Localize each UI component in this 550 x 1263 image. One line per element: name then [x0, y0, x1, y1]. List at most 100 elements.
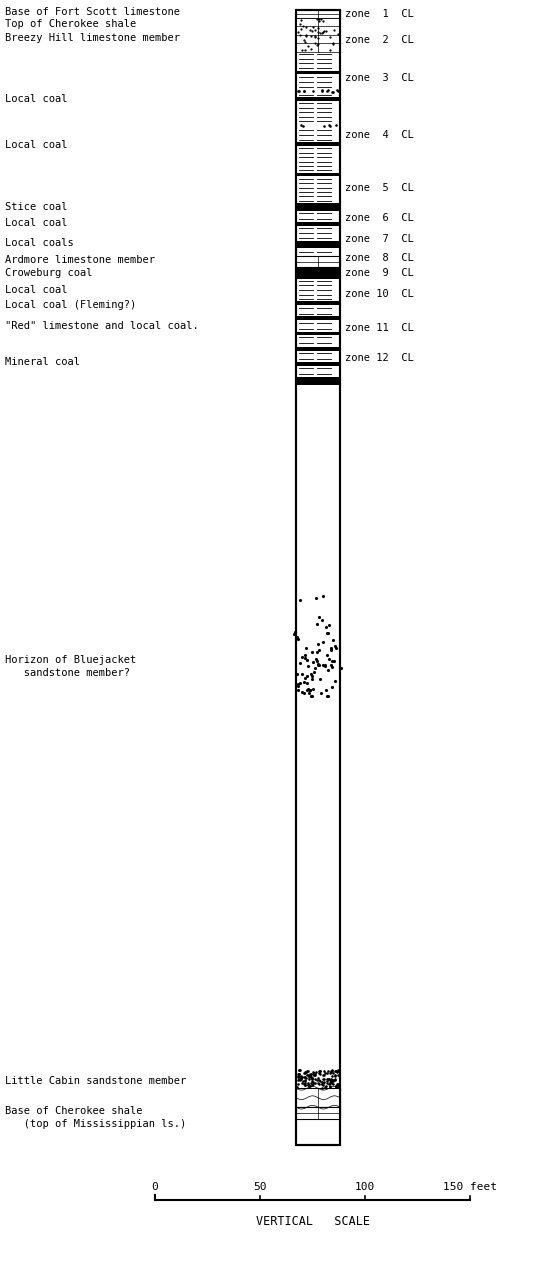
Point: [304, 1074, 312, 1094]
Text: Ardmore limestone member: Ardmore limestone member: [5, 255, 155, 265]
Point: [305, 1066, 314, 1086]
Point: [300, 1067, 309, 1087]
Text: Local coal: Local coal: [5, 285, 68, 296]
Point: [304, 1065, 312, 1085]
Point: [301, 1068, 310, 1089]
Text: Base of Cherokee shale
   (top of Mississippian ls.): Base of Cherokee shale (top of Mississip…: [5, 1106, 186, 1129]
Point: [294, 1060, 303, 1080]
Point: [314, 10, 323, 30]
Point: [314, 28, 322, 48]
Point: [305, 1076, 314, 1096]
Point: [305, 1070, 314, 1090]
Point: [316, 23, 324, 43]
Point: [331, 1065, 339, 1085]
Point: [308, 1065, 317, 1085]
Point: [320, 20, 328, 40]
Point: [318, 81, 327, 101]
Point: [333, 1074, 342, 1094]
Point: [314, 21, 322, 42]
Point: [318, 1074, 327, 1094]
Point: [307, 27, 316, 47]
Point: [321, 1077, 329, 1098]
Point: [333, 81, 342, 101]
Point: [297, 19, 306, 39]
Point: [325, 1068, 334, 1089]
Point: [293, 1077, 302, 1098]
Point: [332, 1076, 341, 1096]
Bar: [296, 97, 340, 101]
Point: [318, 1075, 327, 1095]
Point: [329, 1063, 338, 1084]
Point: [328, 1072, 337, 1092]
Point: [302, 16, 311, 37]
Point: [296, 10, 305, 30]
Point: [316, 1071, 324, 1091]
Point: [306, 1063, 315, 1084]
Point: [322, 21, 331, 42]
Point: [317, 9, 326, 29]
Point: [311, 1068, 320, 1089]
Text: 150 feet: 150 feet: [443, 1182, 497, 1192]
Point: [295, 1060, 304, 1080]
Point: [294, 23, 302, 43]
Point: [304, 35, 312, 56]
Text: Horizon of Bluejacket
   sandstone member?: Horizon of Bluejacket sandstone member?: [5, 655, 136, 678]
Point: [323, 1068, 332, 1089]
Point: [315, 1061, 323, 1081]
Point: [299, 30, 308, 51]
Text: zone  2  CL: zone 2 CL: [345, 35, 414, 45]
Point: [298, 40, 307, 61]
Point: [302, 1065, 311, 1085]
Point: [325, 1070, 334, 1090]
Text: 50: 50: [253, 1182, 267, 1192]
Point: [303, 1061, 312, 1081]
Point: [310, 1065, 318, 1085]
Point: [320, 115, 328, 135]
Point: [320, 1071, 328, 1091]
Point: [331, 1077, 340, 1098]
Point: [311, 33, 320, 53]
Point: [294, 1074, 302, 1094]
Point: [327, 1061, 336, 1081]
Bar: [296, 1108, 340, 1119]
Point: [315, 1062, 324, 1082]
Point: [326, 1077, 334, 1098]
Point: [299, 81, 308, 101]
Point: [327, 1070, 336, 1090]
Point: [331, 1061, 340, 1081]
Point: [295, 1060, 304, 1080]
Point: [300, 40, 309, 61]
Point: [318, 1072, 327, 1092]
Text: zone  6  CL: zone 6 CL: [345, 213, 414, 224]
Text: Base of Fort Scott limestone: Base of Fort Scott limestone: [5, 6, 180, 16]
Point: [307, 1071, 316, 1091]
Point: [309, 1072, 317, 1092]
Point: [330, 20, 339, 40]
Point: [308, 1068, 317, 1089]
Point: [320, 1061, 328, 1081]
Point: [301, 1070, 310, 1090]
Text: Little Cabin sandstone member: Little Cabin sandstone member: [5, 1076, 186, 1086]
Point: [300, 1075, 309, 1095]
Point: [304, 1061, 312, 1081]
Point: [312, 35, 321, 56]
Point: [331, 1066, 339, 1086]
Point: [323, 81, 332, 101]
Point: [325, 1076, 334, 1096]
Point: [296, 115, 305, 135]
Point: [296, 1068, 305, 1089]
Text: Mineral coal: Mineral coal: [5, 357, 80, 366]
Text: VERTICAL   SCALE: VERTICAL SCALE: [256, 1215, 370, 1228]
Point: [297, 1074, 306, 1094]
Bar: [296, 317, 340, 321]
Point: [314, 1074, 322, 1094]
Point: [301, 32, 310, 52]
Point: [327, 1071, 336, 1091]
Point: [301, 1062, 310, 1082]
Point: [300, 1075, 309, 1095]
Point: [307, 1066, 316, 1086]
Text: zone  5  CL: zone 5 CL: [345, 183, 414, 193]
Text: zone 10  CL: zone 10 CL: [345, 289, 414, 299]
Bar: [296, 1089, 340, 1108]
Text: "Red" limestone and local coal.: "Red" limestone and local coal.: [5, 321, 199, 331]
